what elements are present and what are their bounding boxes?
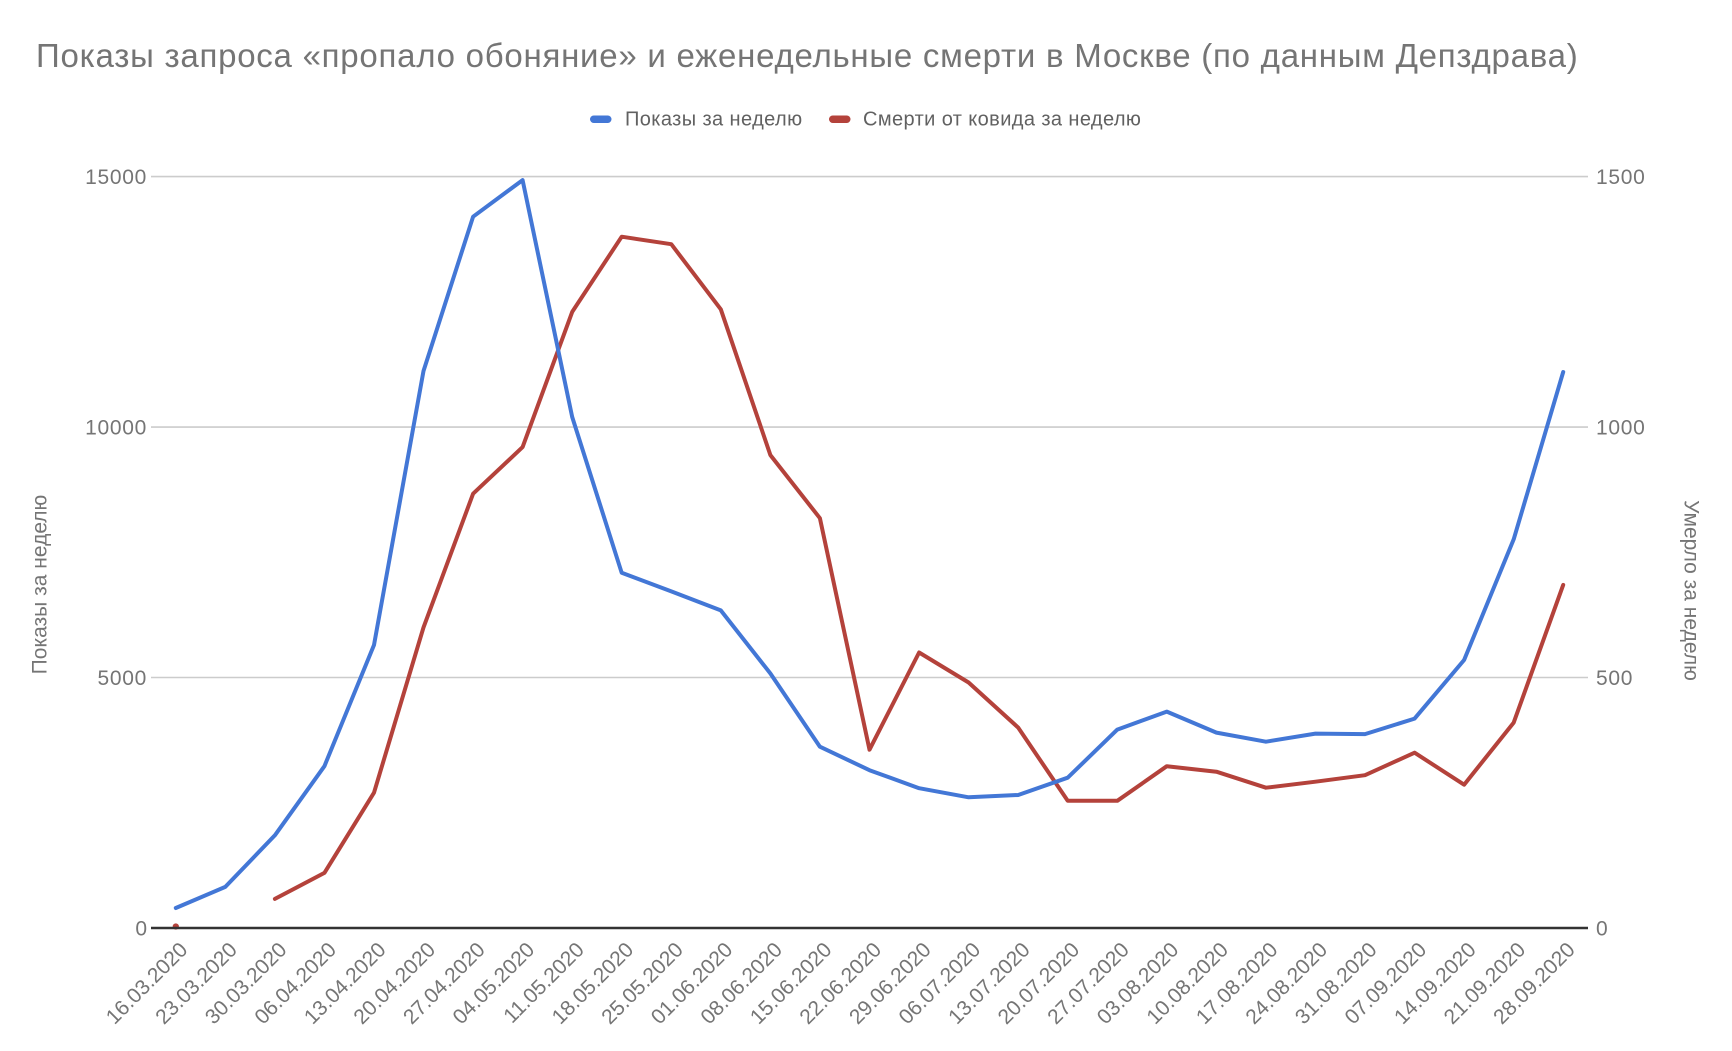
svg-text:1500: 1500 <box>1596 166 1646 189</box>
svg-text:500: 500 <box>1596 667 1633 690</box>
svg-text:Умерло за неделю: Умерло за неделю <box>1680 500 1703 681</box>
svg-text:0: 0 <box>1596 918 1608 941</box>
svg-text:Смерти от ковида за неделю: Смерти от ковида за неделю <box>863 109 1141 131</box>
svg-text:1000: 1000 <box>1596 417 1646 440</box>
svg-text:Показы за неделю: Показы за неделю <box>625 109 802 131</box>
svg-text:0: 0 <box>135 918 147 941</box>
svg-text:Показы запроса «пропало обонян: Показы запроса «пропало обоняние» и ежен… <box>36 37 1579 74</box>
svg-text:15000: 15000 <box>85 166 147 189</box>
svg-text:5000: 5000 <box>97 667 147 690</box>
svg-text:10000: 10000 <box>85 417 147 440</box>
svg-text:Показы за неделю: Показы за неделю <box>29 495 52 675</box>
